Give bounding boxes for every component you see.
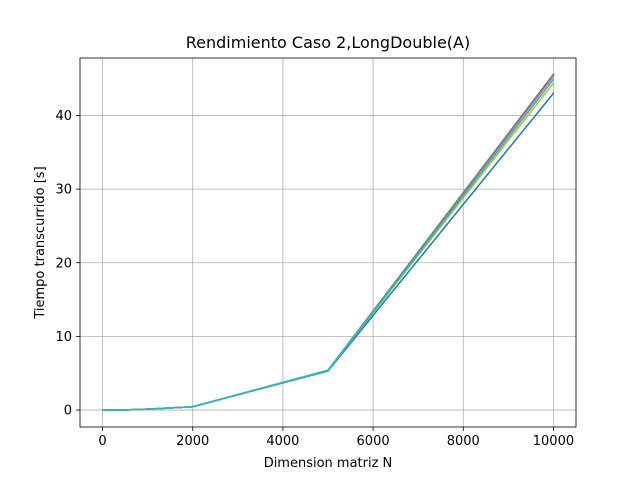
series-line-9	[102, 81, 555, 411]
x-tick-label: 2000	[176, 434, 209, 449]
x-tick-label: 4000	[266, 434, 299, 449]
x-tick-label: 10000	[533, 434, 574, 449]
series-line-3	[102, 74, 555, 411]
x-axis-label: Dimension matriz N	[264, 456, 393, 471]
grid-layer	[80, 58, 576, 427]
y-axis-label: Tiempo transcurrido [s]	[33, 166, 48, 319]
chart-title: Rendimiento Caso 2,LongDouble(A)	[186, 33, 470, 52]
y-tick-label: 20	[55, 256, 72, 271]
y-tick-label: 40	[55, 109, 72, 124]
x-tick-label: 8000	[447, 434, 480, 449]
series-layer	[102, 73, 555, 411]
y-tick-label: 10	[55, 330, 72, 345]
tick-layer: 0 2000 4000 6000 8000 10000 0 10 20 30 40	[55, 109, 574, 449]
series-line-7	[102, 75, 555, 411]
series-line-1	[102, 92, 555, 411]
series-line-10	[102, 78, 555, 411]
plot-frame	[79, 57, 577, 428]
series-line-4	[102, 73, 555, 411]
y-tick-label: 30	[55, 183, 72, 198]
series-line-2	[102, 73, 555, 411]
x-tick-label: 0	[98, 434, 106, 449]
series-line-8	[102, 73, 555, 411]
x-tick-label: 6000	[357, 434, 390, 449]
series-line-6	[102, 73, 555, 411]
y-tick-label: 0	[64, 404, 72, 419]
series-line-5	[102, 74, 555, 411]
